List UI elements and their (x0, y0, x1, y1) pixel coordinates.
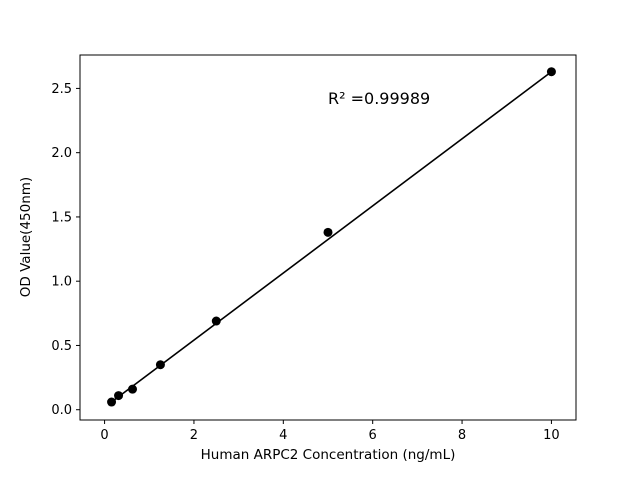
data-point (128, 384, 138, 394)
x-tick-label: 4 (279, 428, 287, 443)
y-axis-label: OD Value(450nm) (18, 177, 34, 297)
r-squared-annotation: R² =0.99989 (328, 89, 430, 108)
data-point (114, 391, 124, 401)
y-tick-label: 2.0 (51, 146, 72, 161)
y-tick-label: 0.0 (51, 403, 72, 418)
data-point (155, 360, 165, 370)
data-point (211, 316, 221, 326)
y-tick-label: 1.0 (51, 275, 72, 290)
plot-border (79, 54, 577, 421)
y-tick-label: 2.5 (51, 82, 72, 97)
data-point (323, 227, 333, 237)
x-tick-label: 2 (190, 428, 198, 443)
x-tick-label: 8 (458, 428, 466, 443)
data-point (546, 67, 556, 77)
data-point (107, 397, 117, 407)
y-tick-label: 1.5 (51, 210, 72, 225)
x-tick-label: 10 (543, 428, 560, 443)
x-tick-label: 6 (369, 428, 377, 443)
x-tick-label: 0 (100, 428, 108, 443)
x-axis-label: Human ARPC2 Concentration (ng/mL) (201, 447, 456, 463)
fit-line (111, 71, 552, 403)
plot-content: 0 2 4 6 8 10 0.0 0.5 1.0 1.5 2.0 2.5 (51, 67, 560, 443)
y-tick-label: 0.5 (51, 339, 72, 354)
